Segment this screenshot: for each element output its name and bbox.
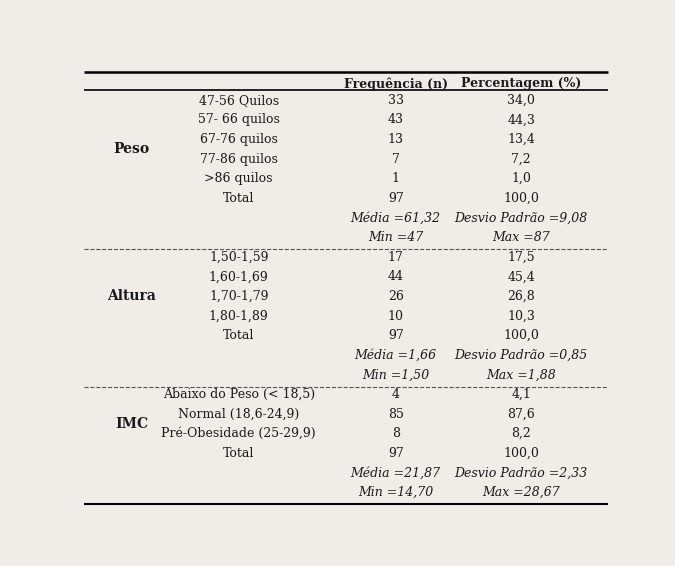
Text: Abaixo do Peso (< 18,5): Abaixo do Peso (< 18,5) [163,388,315,401]
Text: Max =87: Max =87 [492,231,550,244]
Text: 1,60-1,69: 1,60-1,69 [209,271,269,284]
Text: 97: 97 [387,192,404,205]
Text: 13: 13 [387,133,404,146]
Text: 8: 8 [392,427,400,440]
Text: 7: 7 [392,153,400,166]
Text: 67-76 quilos: 67-76 quilos [200,133,277,146]
Text: 47-56 Quilos: 47-56 Quilos [198,94,279,107]
Text: Desvio Padrão =0,85: Desvio Padrão =0,85 [454,349,588,362]
Text: 1,70-1,79: 1,70-1,79 [209,290,269,303]
Text: Pré-Obesidade (25-29,9): Pré-Obesidade (25-29,9) [161,427,316,440]
Text: Média =21,87: Média =21,87 [350,466,441,479]
Text: 57- 66 quilos: 57- 66 quilos [198,113,279,126]
Text: Desvio Padrão =2,33: Desvio Padrão =2,33 [454,466,588,479]
Text: 1,80-1,89: 1,80-1,89 [209,310,269,323]
Text: 85: 85 [387,408,404,421]
Text: Média =1,66: Média =1,66 [354,349,437,362]
Text: 33: 33 [387,94,404,107]
Text: Min =14,70: Min =14,70 [358,486,433,499]
Text: 4: 4 [392,388,400,401]
Text: 43: 43 [387,113,404,126]
Text: 17: 17 [387,251,404,264]
Text: Altura: Altura [107,289,156,303]
Text: 1,0: 1,0 [511,172,531,185]
Text: Média =61,32: Média =61,32 [350,212,441,225]
Text: Percentagem (%): Percentagem (%) [461,78,581,91]
Text: >86 quilos: >86 quilos [205,172,273,185]
Text: 100,0: 100,0 [504,329,539,342]
Text: 97: 97 [387,329,404,342]
Text: 34,0: 34,0 [507,94,535,107]
Text: 97: 97 [387,447,404,460]
Text: 45,4: 45,4 [508,271,535,284]
Text: 87,6: 87,6 [508,408,535,421]
Text: 77-86 quilos: 77-86 quilos [200,153,277,166]
Text: Normal (18,6-24,9): Normal (18,6-24,9) [178,408,299,421]
Text: 1: 1 [392,172,400,185]
Text: 13,4: 13,4 [507,133,535,146]
Text: Peso: Peso [113,142,150,156]
Text: 8,2: 8,2 [511,427,531,440]
Text: 44,3: 44,3 [507,113,535,126]
Text: 10,3: 10,3 [507,310,535,323]
Text: 100,0: 100,0 [504,447,539,460]
Text: Total: Total [223,447,254,460]
Text: IMC: IMC [115,417,148,431]
Text: Total: Total [223,329,254,342]
Text: 26: 26 [387,290,404,303]
Text: 26,8: 26,8 [508,290,535,303]
Text: 44: 44 [387,271,404,284]
Text: Frequência (n): Frequência (n) [344,77,448,91]
Text: 4,1: 4,1 [511,388,531,401]
Text: 100,0: 100,0 [504,192,539,205]
Text: 1,50-1,59: 1,50-1,59 [209,251,269,264]
Text: Min =1,50: Min =1,50 [362,368,429,381]
Text: Desvio Padrão =9,08: Desvio Padrão =9,08 [454,212,588,225]
Text: 7,2: 7,2 [512,153,531,166]
Text: Total: Total [223,192,254,205]
Text: Min =47: Min =47 [368,231,423,244]
Text: 10: 10 [387,310,404,323]
Text: Max =28,67: Max =28,67 [483,486,560,499]
Text: Max =1,88: Max =1,88 [486,368,556,381]
Text: 17,5: 17,5 [508,251,535,264]
